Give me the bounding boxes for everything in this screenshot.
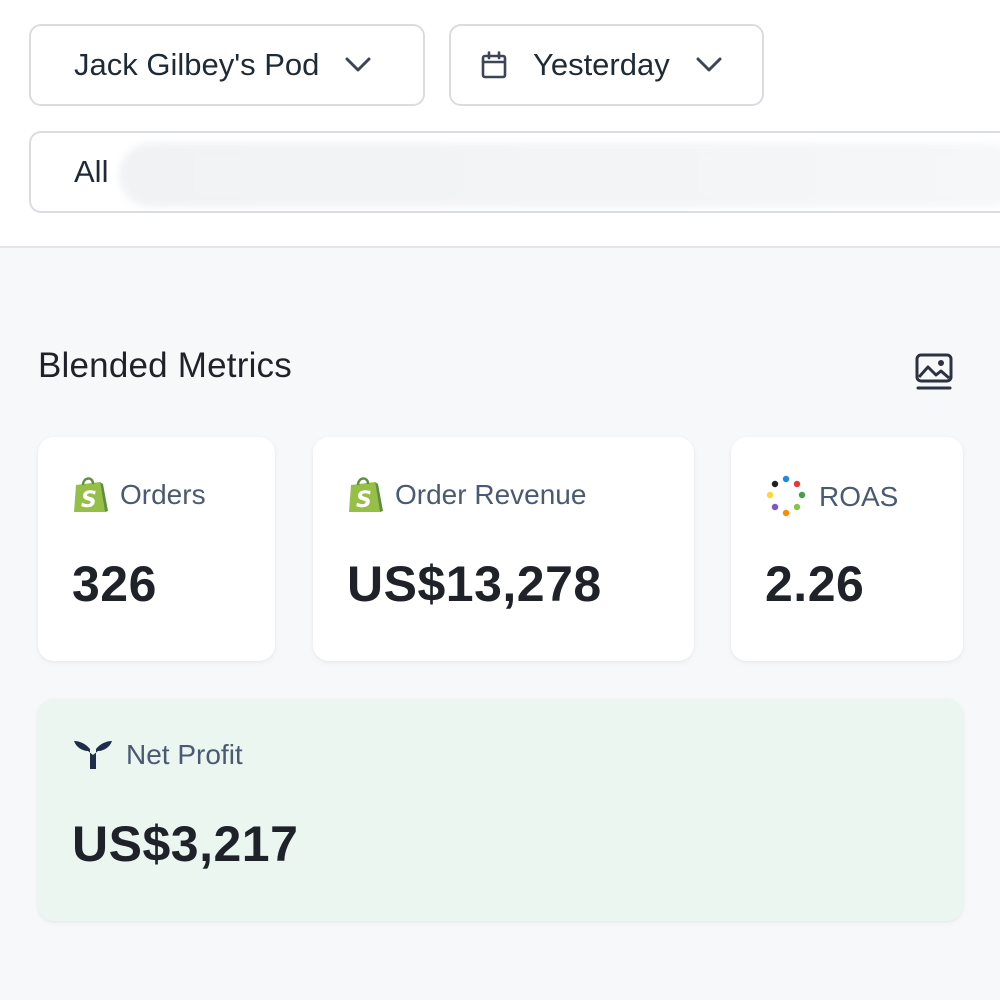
shopify-icon: S (347, 475, 383, 515)
orders-card[interactable]: S Orders 326 (38, 437, 275, 661)
roas-label: ROAS (819, 481, 899, 512)
calendar-icon (481, 51, 507, 79)
date-range-select[interactable]: Yesterday (449, 24, 764, 106)
order-revenue-label: Order Revenue (395, 479, 587, 510)
shopify-icon: S (72, 475, 108, 515)
segment-all-chip[interactable]: All (74, 154, 109, 189)
pod-select-label: Jack Gilbey's Pod (74, 47, 320, 82)
date-range-label: Yesterday (533, 47, 670, 82)
roas-dots-icon (765, 475, 807, 519)
blurred-segments (119, 143, 1000, 207)
triple-whale-icon (72, 739, 114, 771)
net-profit-card[interactable]: Net Profit US$3,217 (38, 699, 963, 921)
image-export-button[interactable] (912, 350, 956, 394)
image-icon (915, 353, 953, 390)
orders-label: Orders (120, 479, 206, 510)
net-profit-value: US$3,217 (72, 816, 299, 872)
chevron-down-icon (696, 57, 722, 73)
section-title: Blended Metrics (38, 346, 292, 385)
chevron-down-icon (345, 57, 371, 73)
pod-select[interactable]: Jack Gilbey's Pod (29, 24, 425, 106)
order-revenue-card[interactable]: S Order Revenue US$13,278 (313, 437, 694, 661)
order-revenue-value: US$13,278 (347, 556, 602, 612)
roas-card[interactable]: ROAS 2.26 (731, 437, 963, 661)
svg-text:S: S (356, 488, 372, 513)
segment-filter-bar[interactable]: All (29, 131, 1000, 213)
filter-header: Jack Gilbey's Pod Yesterday All (0, 0, 1000, 248)
net-profit-label: Net Profit (126, 739, 243, 770)
orders-value: 326 (72, 556, 157, 612)
svg-text:S: S (81, 488, 97, 513)
roas-value: 2.26 (765, 556, 865, 612)
